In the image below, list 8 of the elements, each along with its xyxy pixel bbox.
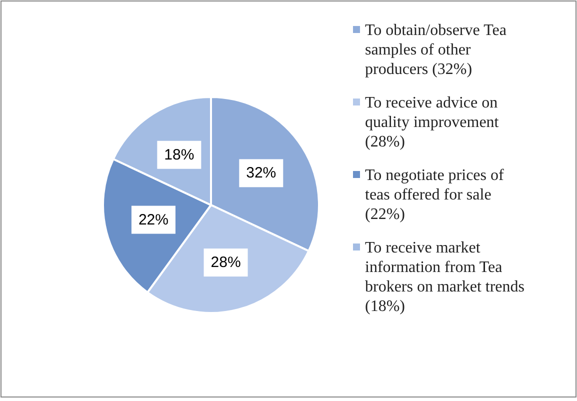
data-label: 32% — [246, 164, 276, 182]
legend-label: To obtain/observe Tea samples of other producers (32%) — [365, 22, 506, 78]
legend-label: To receive advice on quality improvement (28%) — [365, 94, 500, 150]
data-label: 22% — [138, 211, 168, 228]
legend-label: To receive market information from Tea brokers on market trends (18%) — [365, 239, 525, 314]
data-label: 18% — [164, 146, 194, 164]
legend-label: To negotiate prices of teas offered for sale (22%) — [365, 166, 504, 222]
data-label: 28% — [210, 254, 241, 272]
